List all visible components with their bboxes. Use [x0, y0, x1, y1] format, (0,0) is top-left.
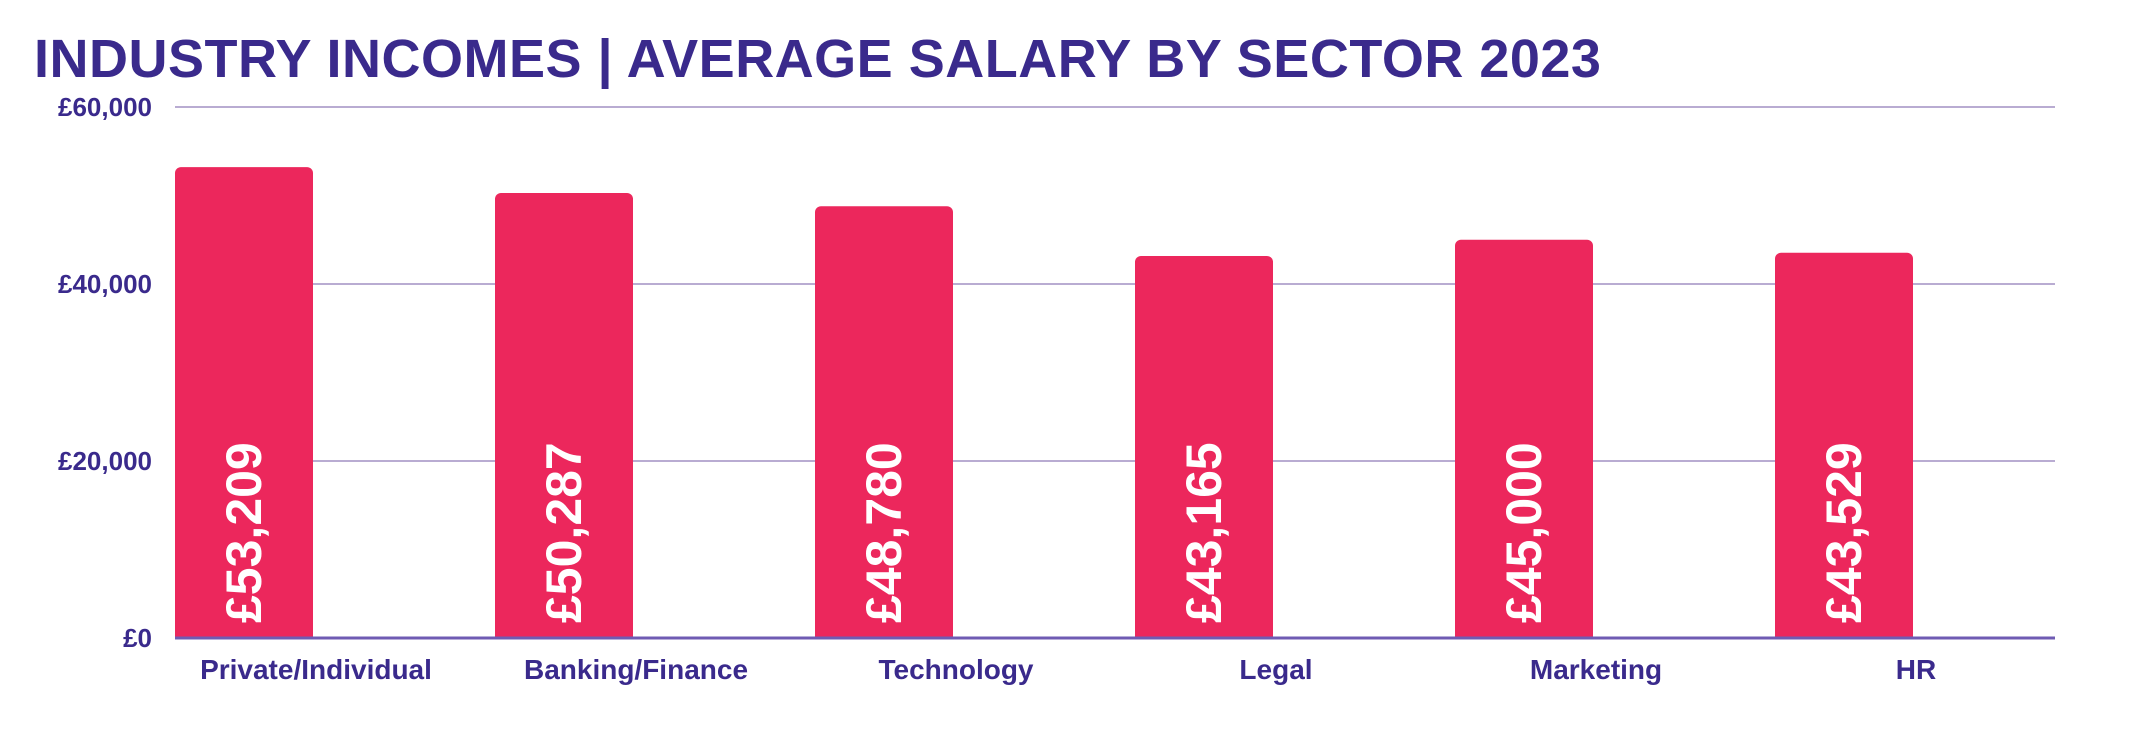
bar — [175, 167, 313, 639]
bar — [1455, 239, 1593, 638]
bar — [495, 192, 633, 638]
x-tick-label: Private/Individual — [200, 654, 432, 685]
x-tick-label: Legal — [1239, 654, 1312, 685]
bar-base — [175, 628, 313, 638]
bar-value-label: £45,000 — [1496, 442, 1552, 623]
bar-value-label: £43,529 — [1816, 442, 1872, 623]
bar-base — [495, 628, 633, 638]
bar-base — [815, 628, 953, 638]
bar-base — [1455, 628, 1593, 638]
bar-value-label: £48,780 — [856, 442, 912, 623]
y-tick-label: £0 — [123, 623, 152, 653]
bar — [1135, 255, 1273, 638]
bar-value-label: £43,165 — [1176, 442, 1232, 623]
x-tick-label: Technology — [878, 654, 1033, 685]
bar-base — [1135, 628, 1273, 638]
bar — [1775, 252, 1913, 638]
x-tick-label: HR — [1896, 654, 1936, 685]
bar-value-label: £53,209 — [216, 442, 272, 623]
x-tick-label: Banking/Finance — [524, 654, 748, 685]
y-tick-label: £20,000 — [58, 446, 152, 476]
x-tick-label: Marketing — [1530, 654, 1662, 685]
bar — [815, 206, 953, 638]
bar-base — [1775, 628, 1913, 638]
y-tick-label: £40,000 — [58, 269, 152, 299]
chart-title: INDUSTRY INCOMES | AVERAGE SALARY BY SEC… — [34, 29, 1602, 89]
bar-value-label: £50,287 — [536, 442, 592, 623]
y-tick-label: £60,000 — [58, 92, 152, 122]
